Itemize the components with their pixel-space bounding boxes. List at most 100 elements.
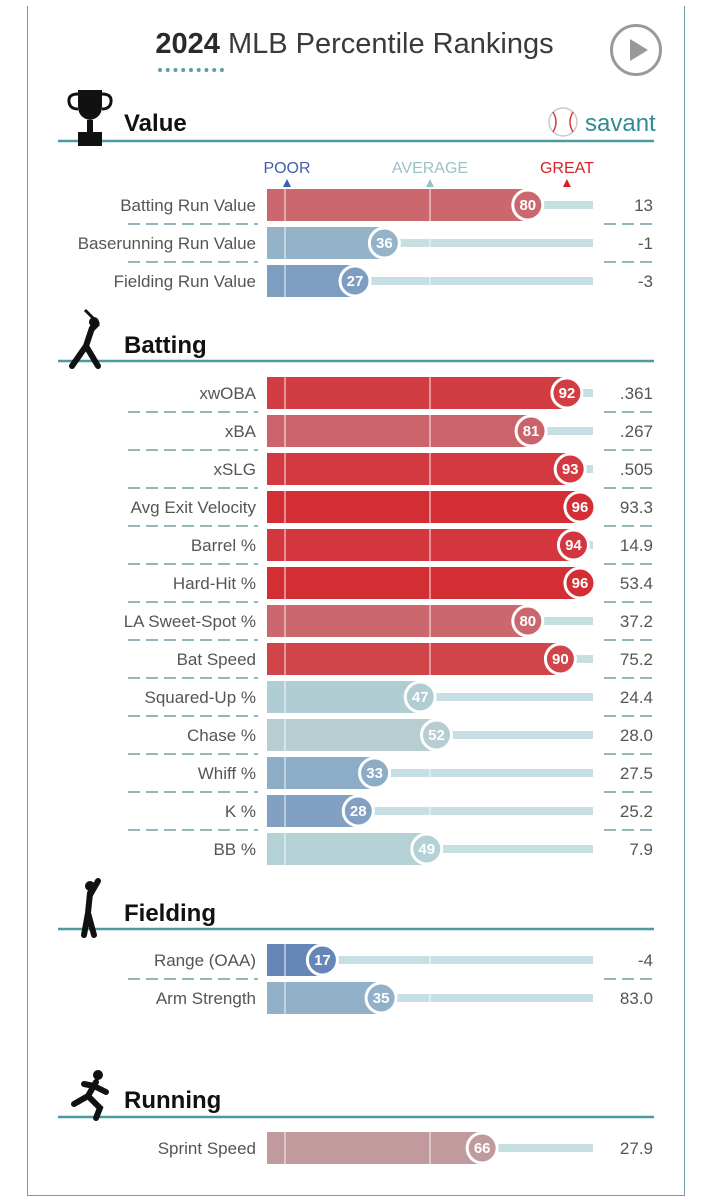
percentile-badge	[367, 226, 401, 260]
metric-label: K %	[225, 802, 256, 821]
legend-poor-label: POOR	[263, 160, 310, 177]
metric-value: -4	[638, 951, 653, 970]
metric-label: BB %	[213, 840, 256, 859]
percentile-badge	[553, 452, 587, 486]
metric-row: Sprint Speed 66 27.9	[158, 1131, 653, 1165]
savant-brand-text: savant	[585, 110, 656, 137]
metric-row: K % 28 25.2	[128, 791, 654, 828]
metric-value: 13	[634, 196, 653, 215]
legend-average: AVERAGE	[392, 160, 468, 187]
metric-track	[267, 956, 593, 964]
percentile-value: 94	[565, 537, 582, 554]
metric-bar	[267, 982, 382, 1014]
savant-logo: savant	[548, 107, 656, 137]
percentile-value: 33	[366, 765, 383, 782]
metric-label: Squared-Up %	[144, 688, 256, 707]
percentile-badge	[465, 1131, 499, 1165]
batter-icon	[69, 308, 101, 369]
legend-average-label: AVERAGE	[392, 160, 468, 177]
metric-label: Hard-Hit %	[173, 574, 256, 593]
metric-row: BB % 49 7.9	[128, 829, 654, 866]
section-title: Batting	[124, 332, 207, 359]
percentile-badge	[511, 188, 545, 222]
metric-label: Range (OAA)	[154, 951, 256, 970]
percentile-badge	[514, 414, 548, 448]
percentile-value: 90	[552, 651, 569, 668]
percentile-badge	[364, 981, 398, 1015]
metric-value: 24.4	[620, 688, 653, 707]
metric-label: Sprint Speed	[158, 1139, 256, 1158]
legend-poor-arrow	[283, 179, 291, 187]
metric-value: 75.2	[620, 650, 653, 669]
section-running: Running Sprint Speed 66 27.9	[58, 1070, 654, 1165]
legend-great: GREAT	[540, 160, 594, 187]
metric-value: 37.2	[620, 612, 653, 631]
metric-value: 27.9	[620, 1139, 653, 1158]
metric-value: 7.9	[629, 840, 653, 859]
runner-head	[93, 1070, 103, 1080]
metric-value: 25.2	[620, 802, 653, 821]
percentile-value: 80	[519, 613, 536, 630]
metric-value: 83.0	[620, 989, 653, 1008]
metric-row: xBA 81 .267	[128, 411, 654, 448]
percentile-badge	[563, 566, 597, 600]
metric-bar	[267, 415, 532, 447]
metric-bar	[267, 833, 427, 865]
metric-label: Bat Speed	[177, 650, 256, 669]
section-fielding: Fielding Range (OAA) 17 -4 Arm Strength 35 83.…	[58, 878, 654, 1015]
title-text: MLB Percentile Rankings	[227, 28, 554, 60]
batter-body	[69, 325, 101, 369]
percentile-value: 80	[519, 197, 536, 214]
percentile-value: 28	[350, 803, 367, 820]
metric-row: Bat Speed 90 75.2	[128, 639, 654, 676]
metric-label: xSLG	[213, 460, 256, 479]
metric-row: Chase % 52 28.0	[128, 715, 654, 752]
percentile-value: 35	[373, 990, 390, 1007]
percentile-value: 27	[347, 273, 364, 290]
metric-row: Baserunning Run Value 36 -1	[78, 223, 654, 260]
metric-track	[267, 239, 593, 247]
percentile-value: 93	[562, 461, 579, 478]
section-value: Value Batting Run Value 80 13 Baserunning Ru…	[58, 90, 654, 298]
percentile-value: 17	[314, 952, 331, 969]
metric-value: 53.4	[620, 574, 653, 593]
metric-bar	[267, 681, 421, 713]
metric-label: Whiff %	[198, 764, 256, 783]
metric-value: .505	[620, 460, 653, 479]
metric-track	[267, 807, 593, 815]
percentile-value: 52	[428, 727, 445, 744]
metric-label: Chase %	[187, 726, 256, 745]
metric-row: Arm Strength 35 83.0	[128, 978, 654, 1015]
savant-ball-icon	[548, 107, 578, 137]
metric-row: Hard-Hit % 96 53.4	[128, 563, 654, 600]
metric-value: 14.9	[620, 536, 653, 555]
metric-bar	[267, 227, 385, 259]
trophy-cup	[78, 90, 102, 120]
percentile-value: 49	[418, 841, 435, 858]
metric-row: LA Sweet-Spot % 80 37.2	[124, 601, 654, 638]
metric-track	[267, 994, 593, 1002]
metric-bar	[267, 719, 437, 751]
metric-label: LA Sweet-Spot %	[124, 612, 256, 631]
metric-label: xBA	[225, 422, 257, 441]
percentile-value: 47	[412, 689, 429, 706]
metric-label: Fielding Run Value	[114, 272, 256, 291]
legend-average-arrow	[426, 179, 434, 187]
metric-row: Barrel % 94 14.9	[128, 525, 654, 562]
section-title: Fielding	[124, 900, 216, 927]
metric-value: 28.0	[620, 726, 653, 745]
section-batting: Batting xwOBA 92 .361 xBA 81 .267 xSLG 93 .505 Avg…	[58, 308, 654, 866]
metric-bar	[267, 491, 580, 523]
legend-great-arrow	[562, 179, 571, 187]
percentile-value: 81	[523, 423, 540, 440]
metric-label: Barrel %	[191, 536, 256, 555]
trophy-handle-left	[67, 92, 79, 111]
metric-label: Baserunning Run Value	[78, 234, 256, 253]
metric-row: Range (OAA) 17 -4	[154, 943, 653, 977]
trophy-icon	[67, 90, 113, 146]
play-button[interactable]	[610, 24, 662, 76]
metric-bar	[267, 189, 528, 221]
trophy-stem	[87, 120, 93, 132]
percentile-value: 36	[376, 235, 393, 252]
metric-bar	[267, 757, 375, 789]
